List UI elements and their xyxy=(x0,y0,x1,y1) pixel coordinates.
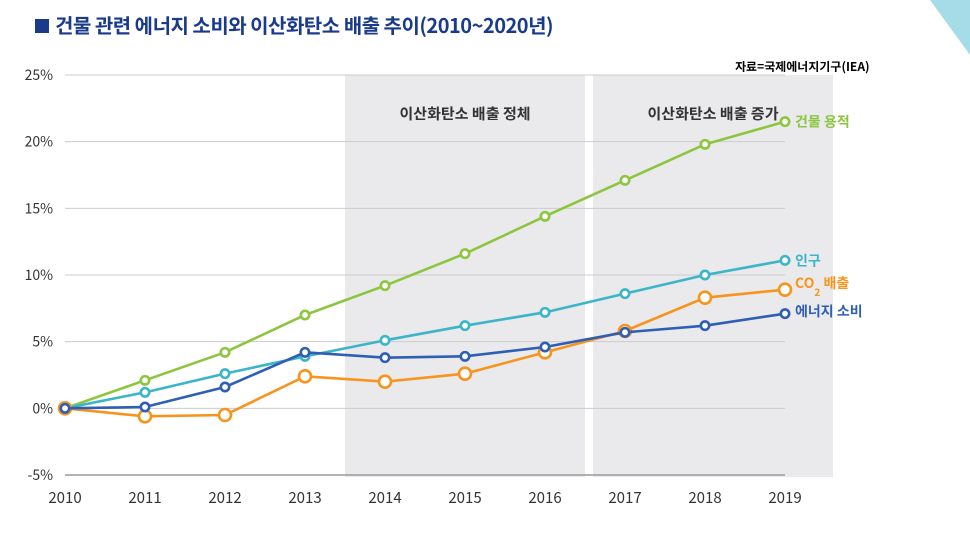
chart-title: 건물 관련 에너지 소비와 이산화탄소 배출 추이(2010~2020년) xyxy=(35,10,553,39)
x-tick-label: 2018 xyxy=(688,487,721,508)
series-marker-co2 xyxy=(699,292,711,304)
region-divider xyxy=(585,75,593,477)
series-label-floor_area: 건물 용적 xyxy=(795,112,850,132)
series-marker-floor_area xyxy=(221,348,229,356)
chart-plot: -5% 0% 5% 10% 15% 20% 25% 2010 2011 2012 2013 2014 2… xyxy=(15,55,875,525)
y-tick-label: -5% xyxy=(27,465,53,485)
series-marker-energy xyxy=(461,352,469,360)
series-marker-energy xyxy=(141,403,149,411)
x-tick-label: 2011 xyxy=(128,487,161,508)
x-tick-label: 2015 xyxy=(448,487,481,508)
x-tick-label: 2016 xyxy=(528,487,561,508)
title-bullet-icon xyxy=(35,19,49,33)
x-tick-label: 2010 xyxy=(48,487,81,508)
series-marker-floor_area xyxy=(381,281,389,289)
region-label: 이산화탄소 배출 정체 xyxy=(399,103,530,124)
series-marker-energy xyxy=(701,321,709,329)
series-marker-population xyxy=(621,289,629,297)
series-marker-co2 xyxy=(379,376,391,388)
chart-title-text: 건물 관련 에너지 소비와 이산화탄소 배출 추이(2010~2020년) xyxy=(55,10,553,39)
chart-svg: -5% 0% 5% 10% 15% 20% 25% 2010 2011 2012 2013 2014 2… xyxy=(15,55,875,525)
x-tick-label: 2017 xyxy=(608,487,641,508)
y-tick-label: 20% xyxy=(25,132,54,152)
series-marker-energy xyxy=(781,309,789,317)
y-tick-label: 10% xyxy=(25,265,54,285)
series-marker-population xyxy=(701,271,709,279)
series-marker-population xyxy=(221,369,229,377)
series-marker-population xyxy=(541,308,549,316)
series-label-population: 인구 xyxy=(795,250,821,270)
series-marker-co2 xyxy=(219,409,231,421)
y-tick-label: 25% xyxy=(25,65,54,85)
corner-decoration xyxy=(930,0,970,55)
x-tick-label: 2013 xyxy=(288,487,321,508)
series-marker-population xyxy=(781,256,789,264)
y-tick-label: 15% xyxy=(25,198,54,218)
series-marker-energy xyxy=(621,328,629,336)
x-tick-label: 2014 xyxy=(368,487,401,508)
y-tick-label: 0% xyxy=(32,398,53,418)
series-marker-floor_area xyxy=(541,212,549,220)
series-marker-floor_area xyxy=(701,140,709,148)
shaded-region xyxy=(345,75,585,477)
series-marker-population xyxy=(141,388,149,396)
region-label: 이산화탄소 배출 증가 xyxy=(647,103,778,124)
series-marker-floor_area xyxy=(781,117,789,125)
series-label-energy: 에너지 소비 xyxy=(795,301,863,321)
x-tick-label: 2012 xyxy=(208,487,241,508)
series-marker-co2 xyxy=(779,284,791,296)
series-marker-energy xyxy=(381,353,389,361)
series-marker-population xyxy=(461,321,469,329)
x-tick-label: 2019 xyxy=(768,487,801,508)
series-marker-floor_area xyxy=(621,176,629,184)
series-marker-floor_area xyxy=(141,376,149,384)
series-marker-energy xyxy=(61,404,69,412)
series-marker-floor_area xyxy=(301,311,309,319)
series-marker-energy xyxy=(541,343,549,351)
series-marker-population xyxy=(381,336,389,344)
series-marker-energy xyxy=(221,383,229,391)
series-marker-co2 xyxy=(299,370,311,382)
series-marker-co2 xyxy=(459,368,471,380)
series-marker-energy xyxy=(301,348,309,356)
series-marker-floor_area xyxy=(461,249,469,257)
y-tick-label: 5% xyxy=(32,332,53,352)
